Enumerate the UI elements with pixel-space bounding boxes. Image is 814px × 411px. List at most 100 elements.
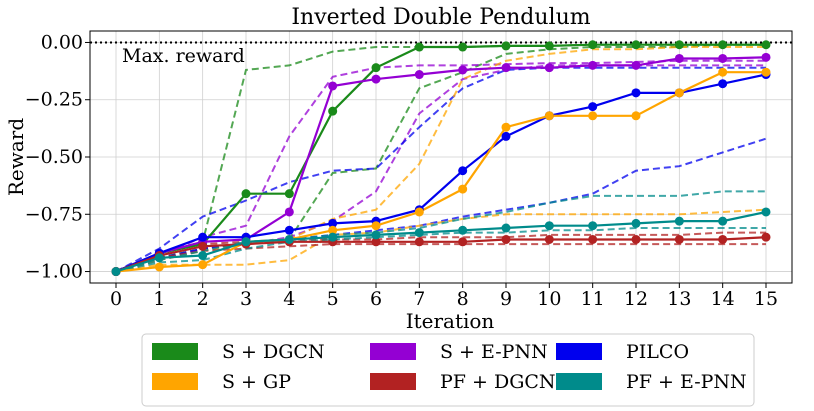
y-tick-label: −0.25	[25, 89, 83, 111]
x-tick-label: 6	[370, 288, 382, 310]
dashed-run-s-e-pnn	[115, 59, 766, 273]
data-point-s-dgcn	[761, 40, 771, 50]
series-line-pf-dgcn	[115, 236, 767, 273]
data-point-s-e-pnn	[588, 60, 598, 70]
data-point-pf-dgcn	[544, 234, 554, 244]
data-point-pf-e-pnn	[761, 207, 771, 217]
data-point-s-gp	[674, 88, 684, 98]
legend-label-pf-e-pnn: PF + E-PNN	[626, 371, 747, 393]
y-tick-label: −1.00	[25, 261, 83, 283]
data-point-s-e-pnn	[718, 53, 728, 63]
series-line-pilco	[115, 73, 767, 273]
data-point-s-e-pnn	[761, 52, 771, 62]
series-line-s-gp	[115, 71, 766, 273]
data-point-pf-dgcn	[588, 234, 598, 244]
x-tick-label: 2	[197, 288, 209, 310]
x-tick-label: 15	[754, 288, 778, 310]
data-point-pf-e-pnn	[458, 225, 468, 235]
data-point-s-dgcn	[241, 189, 251, 199]
data-point-pilco	[328, 218, 338, 228]
x-tick-label: 7	[413, 288, 425, 310]
chart-title: Inverted Double Pendulum	[291, 5, 590, 30]
legend-swatch-s-gp	[152, 373, 198, 390]
data-point-s-e-pnn	[284, 207, 294, 217]
data-point-s-e-pnn	[414, 70, 424, 80]
data-point-pf-e-pnn	[501, 223, 511, 233]
data-point-pilco	[198, 232, 208, 242]
y-ticks: −1.00 −0.75 −0.50 −0.25 0.00	[25, 31, 90, 283]
data-point-s-e-pnn	[371, 74, 381, 84]
data-point-pf-e-pnn	[544, 221, 554, 231]
data-point-s-gp	[544, 111, 554, 121]
data-point-pilco	[631, 88, 641, 98]
x-axis-label: Iteration	[406, 309, 495, 333]
dashed-run-s-gp	[115, 208, 767, 273]
dashed-run-pilco	[115, 66, 766, 273]
data-points	[111, 40, 771, 277]
legend-swatch-s-dgcn	[152, 343, 198, 360]
max-reward-label: Max. reward	[122, 45, 245, 67]
data-point-s-gp	[631, 111, 641, 121]
data-point-pf-dgcn	[631, 234, 641, 244]
data-point-s-dgcn	[544, 41, 554, 51]
x-tick-label: 5	[327, 288, 339, 310]
data-point-pilco	[718, 79, 728, 89]
data-point-s-dgcn	[458, 42, 468, 52]
data-point-pf-dgcn	[458, 237, 468, 247]
data-point-s-dgcn	[414, 42, 424, 52]
legend-label-pf-dgcn: PF + DGCN	[440, 371, 556, 393]
data-point-s-dgcn	[328, 106, 338, 116]
data-point-pf-e-pnn	[241, 237, 251, 247]
x-tick-label: 14	[711, 288, 735, 310]
data-point-s-gp	[198, 260, 208, 270]
series-line-pf-e-pnn	[115, 210, 767, 273]
data-point-pf-e-pnn	[588, 221, 598, 231]
legend-label-s-e-pnn: S + E-PNN	[440, 341, 548, 363]
data-point-s-e-pnn	[631, 60, 641, 70]
data-point-s-dgcn	[631, 40, 641, 50]
dashed-run-pf-e-pnn	[115, 190, 766, 273]
data-point-pf-dgcn	[371, 237, 381, 247]
x-tick-label: 10	[537, 288, 561, 310]
data-point-s-dgcn	[718, 40, 728, 50]
x-tick-label: 0	[110, 288, 122, 310]
data-point-pf-e-pnn	[198, 251, 208, 261]
data-point-pilco	[501, 131, 511, 141]
data-point-s-dgcn	[674, 40, 684, 50]
data-point-s-dgcn	[501, 41, 511, 51]
data-point-pilco	[458, 166, 468, 176]
dashed-run-pf-dgcn	[115, 231, 766, 273]
x-tick-label: 12	[624, 288, 648, 310]
series-line-s-e-pnn	[115, 56, 767, 273]
x-tick-label: 11	[581, 288, 605, 310]
data-point-s-gp	[588, 111, 598, 121]
legend-swatch-s-e-pnn	[370, 343, 416, 360]
data-point-pf-e-pnn	[674, 216, 684, 226]
data-point-s-gp	[328, 225, 338, 235]
data-point-s-e-pnn	[458, 65, 468, 75]
data-point-s-gp	[371, 221, 381, 231]
y-tick-label: −0.75	[25, 203, 83, 225]
mean-lines	[115, 43, 767, 273]
data-point-pf-dgcn	[198, 241, 208, 251]
data-point-pilco	[588, 102, 598, 112]
x-tick-label: 13	[667, 288, 691, 310]
data-point-pf-e-pnn	[154, 253, 164, 263]
series-line-s-dgcn	[115, 43, 766, 273]
legend-swatch-pf-dgcn	[370, 373, 416, 390]
data-point-s-e-pnn	[544, 63, 554, 73]
y-axis-label: Reward	[4, 118, 28, 196]
data-point-s-gp	[414, 207, 424, 217]
data-point-pf-e-pnn	[718, 216, 728, 226]
data-point-pf-e-pnn	[631, 218, 641, 228]
data-point-pf-e-pnn	[371, 230, 381, 240]
data-point-s-gp	[501, 122, 511, 132]
data-point-s-dgcn	[588, 40, 598, 50]
data-point-s-dgcn	[371, 63, 381, 73]
data-point-s-gp	[154, 262, 164, 272]
data-point-pf-dgcn	[674, 234, 684, 244]
y-tick-label: 0.00	[41, 31, 83, 53]
y-tick-label: −0.50	[25, 146, 83, 168]
data-point-pf-e-pnn	[328, 232, 338, 242]
